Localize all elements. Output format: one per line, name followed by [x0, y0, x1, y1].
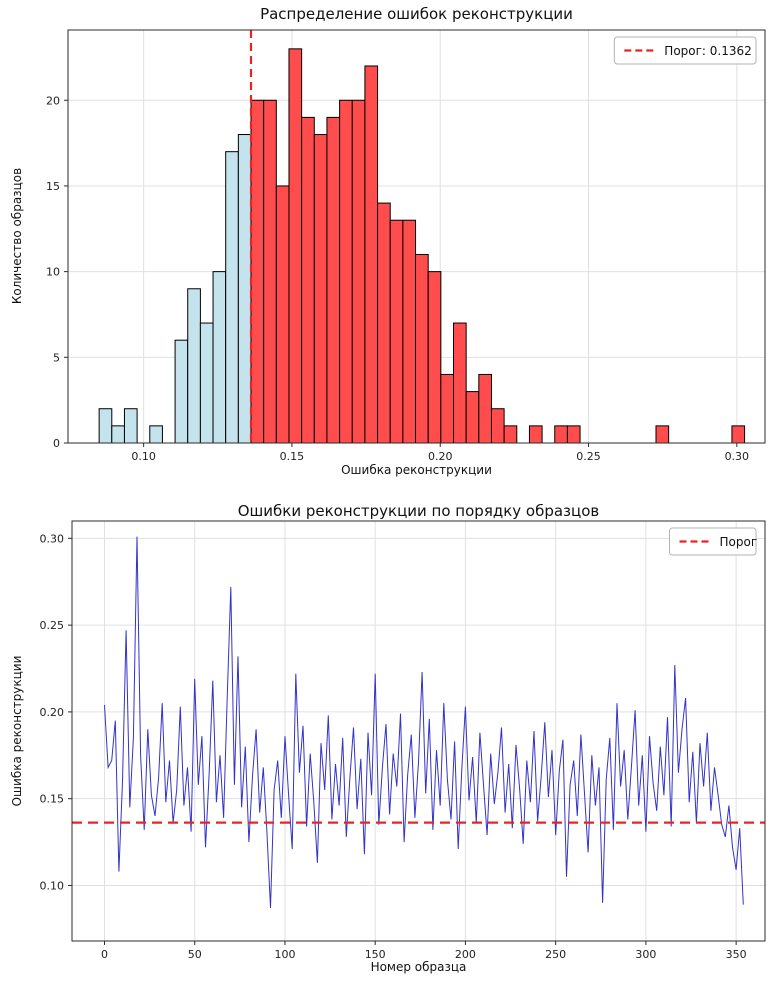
histogram-bar	[453, 322, 467, 444]
x-tick-label: 0.10	[131, 450, 156, 463]
histogram-bar	[465, 391, 480, 444]
legend-label: Порог	[720, 535, 758, 549]
line-plot-chart: 0 50 100 150 200 250 300 350 0.10 0.15 0.20 0.25 0.3…	[0, 497, 777, 989]
axes-frame	[71, 520, 766, 942]
histogram-bar	[199, 322, 214, 444]
x-tick-label: 0.20	[428, 450, 453, 463]
histogram-bar	[528, 425, 543, 444]
histogram-bar	[275, 185, 290, 444]
histogram-bar	[212, 271, 227, 444]
legend: Порог: 0.1362	[613, 36, 757, 65]
y-tick-label: 0.10	[40, 879, 65, 892]
x-tick-label: 150	[365, 948, 386, 961]
histogram-bar	[123, 408, 138, 444]
legend: Порог	[669, 527, 758, 556]
histogram-bar	[174, 339, 189, 444]
y-tick-label: 15	[46, 180, 60, 193]
histogram-bar	[187, 288, 201, 444]
histogram-bar	[339, 99, 353, 444]
x-tick-label: 0.25	[576, 450, 601, 463]
histogram-bar	[326, 116, 341, 444]
histogram-bar	[351, 99, 366, 444]
histogram-bar	[478, 373, 492, 444]
histogram-bar	[250, 99, 265, 444]
x-tick-label: 0.15	[280, 450, 305, 463]
histogram-bar	[731, 425, 746, 444]
error-series-line	[104, 536, 744, 909]
histogram-chart: 0.10 0.15 0.20 0.25 0.30 0 5 10 15 20 Порог: 0.136…	[10, 5, 766, 477]
histogram-bar	[98, 408, 113, 444]
histogram-bar	[237, 134, 252, 444]
histogram-bar	[377, 202, 391, 444]
line-plot-yaxis-label: Ошибка реконструкции	[10, 655, 24, 807]
histogram-bar	[301, 116, 315, 444]
histogram-bar	[566, 425, 581, 444]
y-tick-label: 5	[53, 351, 60, 364]
y-tick-label: 0.20	[40, 706, 65, 719]
y-tick-label: 0.15	[40, 793, 65, 806]
histogram-bar	[554, 425, 568, 444]
histogram-bar	[655, 425, 670, 444]
histogram-bar	[503, 425, 518, 444]
axes-frame	[67, 29, 766, 444]
histogram-title: Распределение ошибок реконструкции	[260, 5, 573, 23]
histogram-bar	[111, 425, 125, 444]
histogram-xaxis-label: Ошибка реконструкции	[341, 463, 492, 477]
histogram-bar	[490, 408, 505, 444]
histogram-bar	[149, 425, 163, 444]
x-tick-label: 350	[726, 948, 747, 961]
histogram-bar	[427, 271, 442, 444]
histogram-bar	[415, 253, 429, 444]
y-tick-label: 20	[46, 94, 60, 107]
histogram-bar	[263, 99, 277, 444]
y-tick-label: 10	[46, 266, 60, 279]
line-plot-title: Ошибки реконструкции по порядку образцов	[237, 502, 600, 520]
legend-label: Порог: 0.1362	[664, 44, 751, 58]
x-tick-label: 0.30	[725, 450, 750, 463]
y-tick-label: 0	[53, 437, 60, 450]
histogram-bar	[225, 151, 239, 444]
histogram-bar	[440, 373, 455, 444]
x-tick-label: 200	[455, 948, 476, 961]
line-plot-xaxis-label: Номер образца	[370, 960, 467, 974]
histogram-yaxis-label: Количество образцов	[10, 167, 24, 305]
histogram-bar	[364, 65, 379, 444]
x-tick-label: 300	[635, 948, 656, 961]
histogram-bar	[288, 48, 303, 444]
histogram-bar	[389, 219, 404, 444]
histogram-bar	[313, 134, 328, 444]
histogram-plot-canvas: 0.10 0.15 0.20 0.25 0.30 0 5 10 15 20 Порог: 0.136…	[46, 29, 766, 463]
histogram-bar	[402, 219, 417, 444]
x-tick-label: 250	[545, 948, 566, 961]
x-tick-label: 100	[274, 948, 295, 961]
x-tick-label: 50	[188, 948, 202, 961]
y-tick-label: 0.30	[40, 532, 65, 545]
y-tick-label: 0.25	[40, 619, 65, 632]
x-tick-label: 0	[101, 948, 108, 961]
line-plot-canvas: 0 50 100 150 200 250 300 350 0.10 0.15 0.20 0.25 0.3…	[40, 520, 766, 961]
